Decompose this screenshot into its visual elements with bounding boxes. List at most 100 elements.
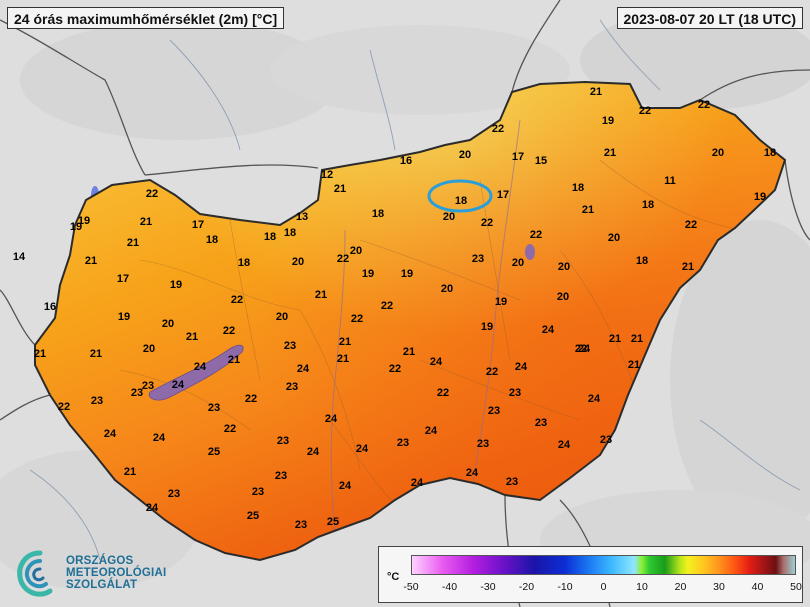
station-label: 22 bbox=[381, 300, 393, 312]
station-label: 23 bbox=[91, 395, 103, 407]
county-borders bbox=[119, 159, 741, 511]
station-label: 23 bbox=[284, 340, 296, 352]
station-label: 22 bbox=[685, 219, 697, 231]
station-label: 23 bbox=[397, 437, 409, 449]
station-label: 23 bbox=[488, 405, 500, 417]
station-label: 18 bbox=[264, 231, 276, 243]
legend-tick-label: -30 bbox=[480, 581, 496, 593]
station-label: 23 bbox=[168, 488, 180, 500]
station-label: 23 bbox=[509, 387, 521, 399]
station-label: 24 bbox=[515, 361, 528, 373]
station-label: 23 bbox=[472, 253, 484, 265]
station-label: 20 bbox=[162, 318, 174, 330]
station-label: 21 bbox=[582, 204, 594, 216]
station-label: 11 bbox=[664, 175, 676, 187]
station-label: 17 bbox=[117, 273, 129, 285]
station-label: 18 bbox=[372, 208, 384, 220]
station-label: 21 bbox=[334, 183, 346, 195]
station-label: 24 bbox=[425, 425, 438, 437]
station-label: 24 bbox=[558, 439, 571, 451]
station-label: 24 bbox=[325, 413, 338, 425]
station-label: 22 bbox=[351, 313, 363, 325]
station-label: 22 bbox=[389, 363, 401, 375]
station-label: 22 bbox=[224, 423, 236, 435]
station-label: 23 bbox=[275, 470, 287, 482]
station-label: 24 bbox=[411, 477, 424, 489]
station-label: 17 bbox=[512, 151, 524, 163]
station-label: 24 bbox=[339, 480, 352, 492]
station-label: 21 bbox=[124, 466, 136, 478]
station-label: 24 bbox=[578, 343, 591, 355]
station-label: 21 bbox=[90, 348, 102, 360]
station-label: 21 bbox=[85, 255, 97, 267]
station-label: 24 bbox=[153, 432, 166, 444]
station-label: 22 bbox=[492, 123, 504, 135]
legend-tick-label: 40 bbox=[751, 581, 764, 593]
station-label: 22 bbox=[486, 366, 498, 378]
station-label: 21 bbox=[339, 336, 351, 348]
legend-unit: °C bbox=[387, 571, 400, 583]
lake-balaton bbox=[148, 344, 244, 401]
station-label: 20 bbox=[350, 245, 362, 257]
station-label: 22 bbox=[639, 105, 651, 117]
station-label: 20 bbox=[459, 149, 471, 161]
station-label: 23 bbox=[252, 486, 264, 498]
station-label: 22 bbox=[437, 387, 449, 399]
station-label: 24 bbox=[194, 361, 207, 373]
legend-tick-label: -40 bbox=[441, 581, 458, 593]
station-label: 24 bbox=[356, 443, 369, 455]
station-label: 19 bbox=[70, 221, 82, 233]
station-label: 20 bbox=[276, 311, 288, 323]
station-label: 17 bbox=[497, 189, 509, 201]
station-label: 20 bbox=[557, 291, 569, 303]
station-label: 21 bbox=[631, 333, 643, 345]
station-label: 23 bbox=[277, 435, 289, 447]
station-label: 19 bbox=[118, 311, 130, 323]
station-label: 12 bbox=[321, 169, 333, 181]
station-label: 19 bbox=[401, 268, 413, 280]
station-label: 18 bbox=[572, 182, 584, 194]
station-label: 20 bbox=[558, 261, 570, 273]
omsz-logo bbox=[17, 550, 53, 597]
station-label: 24 bbox=[307, 446, 320, 458]
station-label: 23 bbox=[208, 402, 220, 414]
station-label: 21 bbox=[140, 216, 152, 228]
station-label: 19 bbox=[78, 215, 90, 227]
station-label: 18 bbox=[206, 234, 218, 246]
legend-tick-label: -20 bbox=[518, 581, 535, 593]
station-label: 21 bbox=[609, 333, 621, 345]
map-timestamp: 2023-08-07 20 LT (18 UTC) bbox=[616, 7, 803, 29]
station-label: 23 bbox=[535, 417, 547, 429]
station-label: 21 bbox=[604, 147, 616, 159]
station-label: 20 bbox=[143, 343, 155, 355]
station-label: 19 bbox=[481, 321, 493, 333]
station-label: 18 bbox=[764, 147, 776, 159]
station-label: 24 bbox=[172, 379, 185, 391]
legend-tick-label: -50 bbox=[403, 581, 419, 593]
station-label: 22 bbox=[698, 99, 710, 111]
station-label: 20 bbox=[443, 211, 455, 223]
station-label: 19 bbox=[170, 279, 182, 291]
station-label: 22 bbox=[575, 343, 587, 355]
station-label: 24 bbox=[297, 363, 310, 375]
station-label: 23 bbox=[506, 476, 518, 488]
station-label: 15 bbox=[535, 155, 547, 167]
logo-line-2: METEOROLÓGIAI bbox=[66, 567, 167, 579]
legend-colorbar bbox=[411, 555, 796, 575]
rivers-outside bbox=[29, 19, 801, 561]
station-label: 22 bbox=[481, 217, 493, 229]
map-title: 24 órás maximumhőmérséklet (2m) [°C] bbox=[7, 7, 285, 29]
station-label: 22 bbox=[223, 325, 235, 337]
station-label: 24 bbox=[542, 324, 555, 336]
color-legend: °C -50 -40 -30 -20 -10 0 10 20 30 40 50 bbox=[378, 546, 803, 603]
station-label: 14 bbox=[13, 251, 26, 263]
station-label: 22 bbox=[245, 393, 257, 405]
station-label: 20 bbox=[608, 232, 620, 244]
station-label: 21 bbox=[403, 346, 415, 358]
rivers-inside bbox=[330, 119, 521, 531]
station-label: 18 bbox=[238, 257, 250, 269]
station-label: 21 bbox=[337, 353, 349, 365]
lake-tisza bbox=[525, 244, 535, 260]
station-label: 24 bbox=[466, 467, 479, 479]
